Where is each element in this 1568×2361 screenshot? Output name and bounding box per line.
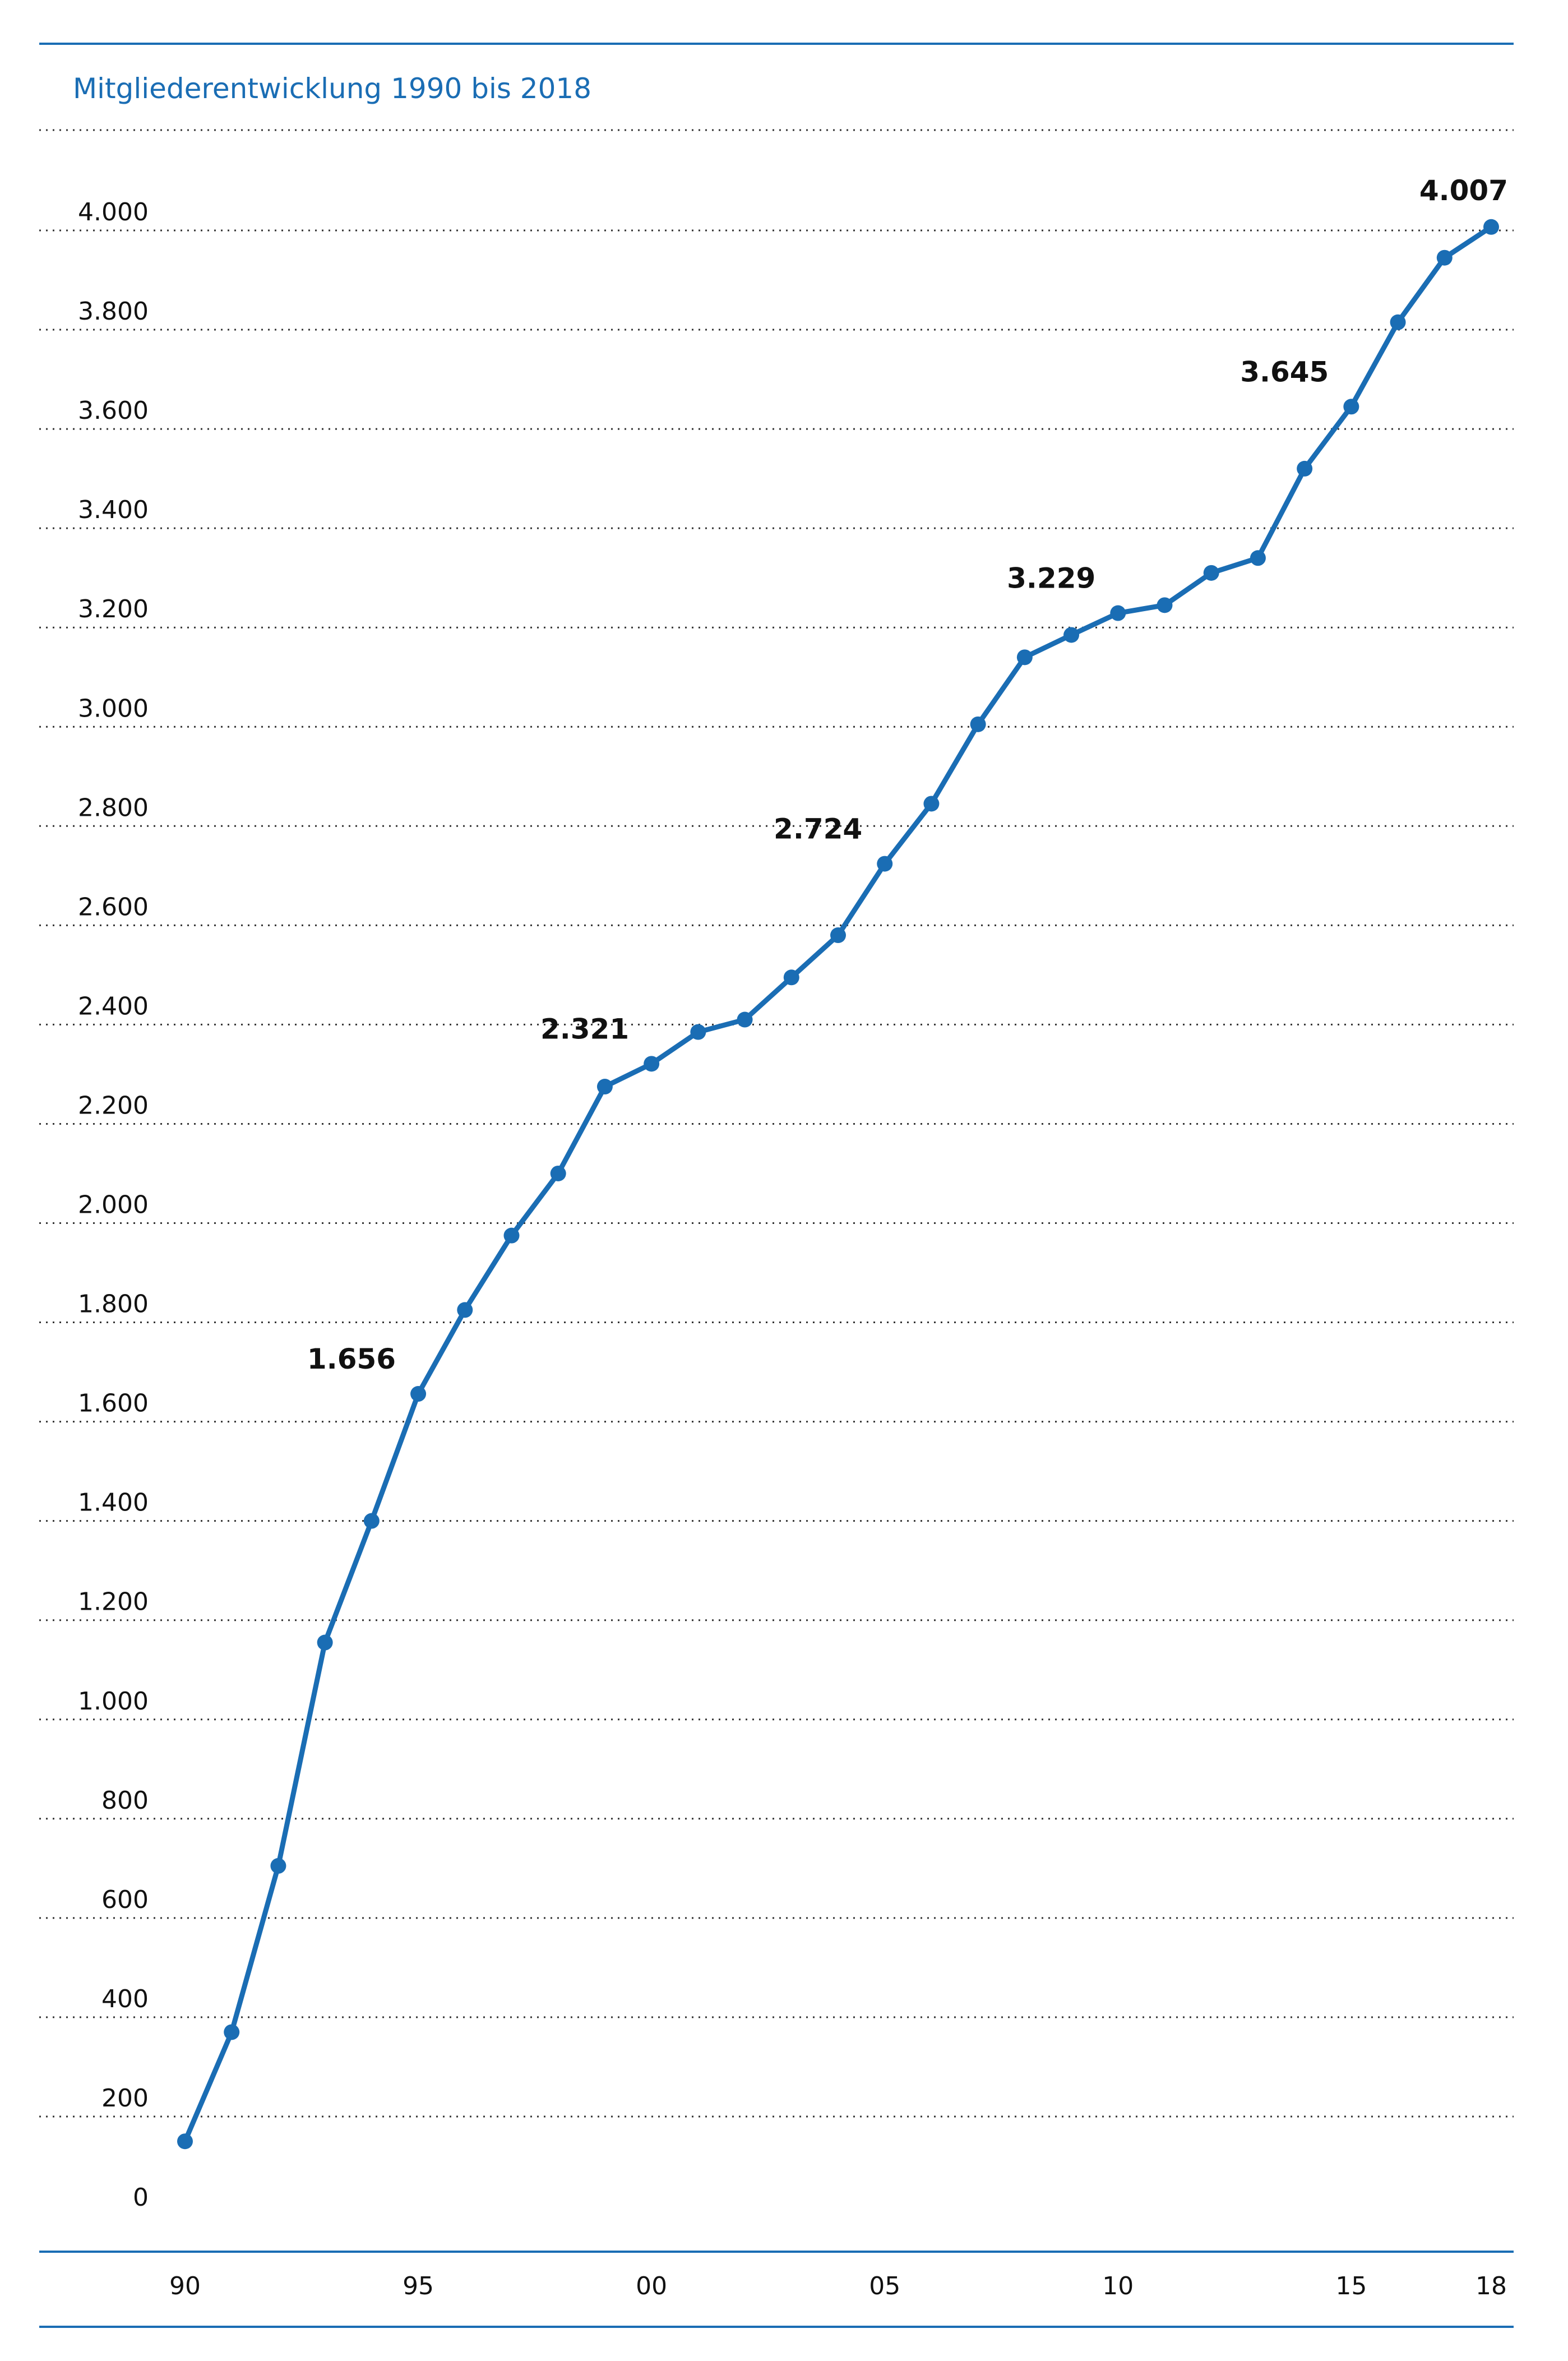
y-tick-label: 3.400 <box>78 496 149 524</box>
y-tick-label: 600 <box>101 1886 149 1914</box>
data-point <box>550 1165 566 1181</box>
data-point <box>270 1858 286 1874</box>
y-tick-label: 0 <box>133 2183 149 2212</box>
data-point <box>1157 597 1173 613</box>
y-tick-label: 2.800 <box>78 793 149 822</box>
y-axis-ticks: 0 200 400 600 800 1.000 1.200 1.400 1.600 1.800 2.… <box>78 198 149 2212</box>
x-tick-label: 00 <box>636 2272 667 2300</box>
data-point <box>970 716 986 732</box>
data-label: 3.229 <box>1007 562 1095 595</box>
data-point <box>737 1011 753 1028</box>
y-tick-label: 1.400 <box>78 1489 149 1517</box>
data-point <box>1483 219 1499 235</box>
y-tick-label: 1.000 <box>78 1687 149 1716</box>
data-point <box>457 1302 473 1318</box>
y-tick-label: 3.200 <box>78 595 149 623</box>
data-point <box>1016 649 1033 666</box>
y-tick-label: 2.000 <box>78 1191 149 1219</box>
data-point <box>596 1079 613 1095</box>
data-point <box>830 927 846 944</box>
data-label: 3.645 <box>1240 355 1329 388</box>
x-tick-label: 95 <box>403 2272 434 2300</box>
y-tick-label: 2.600 <box>78 893 149 921</box>
y-tick-label: 3.000 <box>78 694 149 723</box>
data-label: 4.007 <box>1419 174 1508 207</box>
data-label: 1.656 <box>307 1343 396 1375</box>
data-point <box>923 796 940 812</box>
x-tick-label: 15 <box>1335 2272 1367 2300</box>
chart-title: Mitgliederentwicklung 1990 bis 2018 <box>73 72 591 105</box>
data-point <box>1436 250 1453 266</box>
y-tick-label: 2.200 <box>78 1091 149 1120</box>
data-point <box>1250 550 1266 566</box>
data-label: 2.724 <box>774 813 862 845</box>
data-label: 2.321 <box>540 1013 629 1045</box>
data-point <box>410 1386 427 1402</box>
data-point <box>1390 314 1406 330</box>
data-points <box>177 219 1499 2150</box>
data-point <box>1203 565 1219 581</box>
y-tick-label: 400 <box>101 1985 149 2013</box>
data-point <box>363 1513 380 1529</box>
y-tick-label: 4.000 <box>78 198 149 227</box>
data-point <box>877 856 893 872</box>
data-point <box>177 2133 193 2150</box>
y-tick-label: 200 <box>101 2084 149 2113</box>
data-point <box>317 1634 333 1651</box>
y-tick-label: 3.800 <box>78 297 149 326</box>
gridlines <box>39 229 1514 2118</box>
data-point <box>783 969 799 986</box>
y-tick-label: 3.600 <box>78 396 149 425</box>
y-tick-label: 1.600 <box>78 1389 149 1418</box>
data-labels: 1.656 2.321 2.724 3.229 3.645 4.007 <box>307 174 1508 1375</box>
y-tick-label: 2.400 <box>78 992 149 1020</box>
data-point <box>1343 399 1359 415</box>
y-tick-label: 800 <box>101 1786 149 1815</box>
x-tick-label: 90 <box>169 2272 201 2300</box>
y-tick-label: 1.200 <box>78 1588 149 1616</box>
data-point <box>224 2024 240 2040</box>
series-line <box>182 224 1494 2144</box>
data-point <box>1110 605 1126 621</box>
x-tick-label: 05 <box>869 2272 900 2300</box>
x-axis-ticks: 90 95 00 05 10 15 18 <box>169 2272 1507 2300</box>
data-point <box>1297 460 1313 477</box>
y-tick-label: 1.800 <box>78 1290 149 1319</box>
data-point <box>644 1056 660 1072</box>
data-point <box>503 1227 520 1244</box>
x-tick-label: 10 <box>1102 2272 1134 2300</box>
data-point <box>1063 627 1080 643</box>
data-point <box>690 1024 706 1040</box>
x-tick-label: 18 <box>1476 2272 1507 2300</box>
